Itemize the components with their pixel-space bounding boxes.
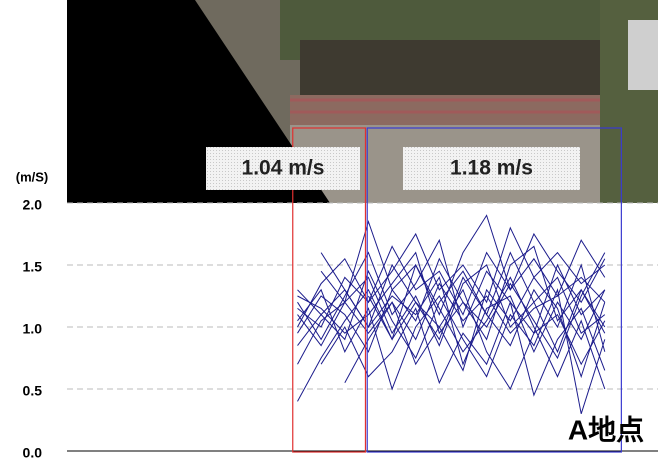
region-label: 1.18 m/s — [450, 157, 533, 180]
y-tick-label: 1.5 — [23, 259, 43, 275]
annotation: A地点 — [568, 414, 644, 445]
y-tick-label: 0.5 — [23, 383, 43, 399]
y-axis-label: (m/S) — [16, 169, 49, 184]
page: {"chart_data":{"type":"line","y_label":"… — [0, 0, 658, 461]
region-label: 1.04 m/s — [242, 157, 325, 180]
y-tick-label: 2.0 — [23, 197, 43, 213]
chart: 0.0 0.5 1.0 1.5 2.0 (m/S) 1.04 m/s 1.18 m/s A地点 — [0, 0, 658, 461]
y-tick-label: 0.0 — [23, 445, 43, 461]
y-tick-label: 1.0 — [23, 321, 43, 337]
